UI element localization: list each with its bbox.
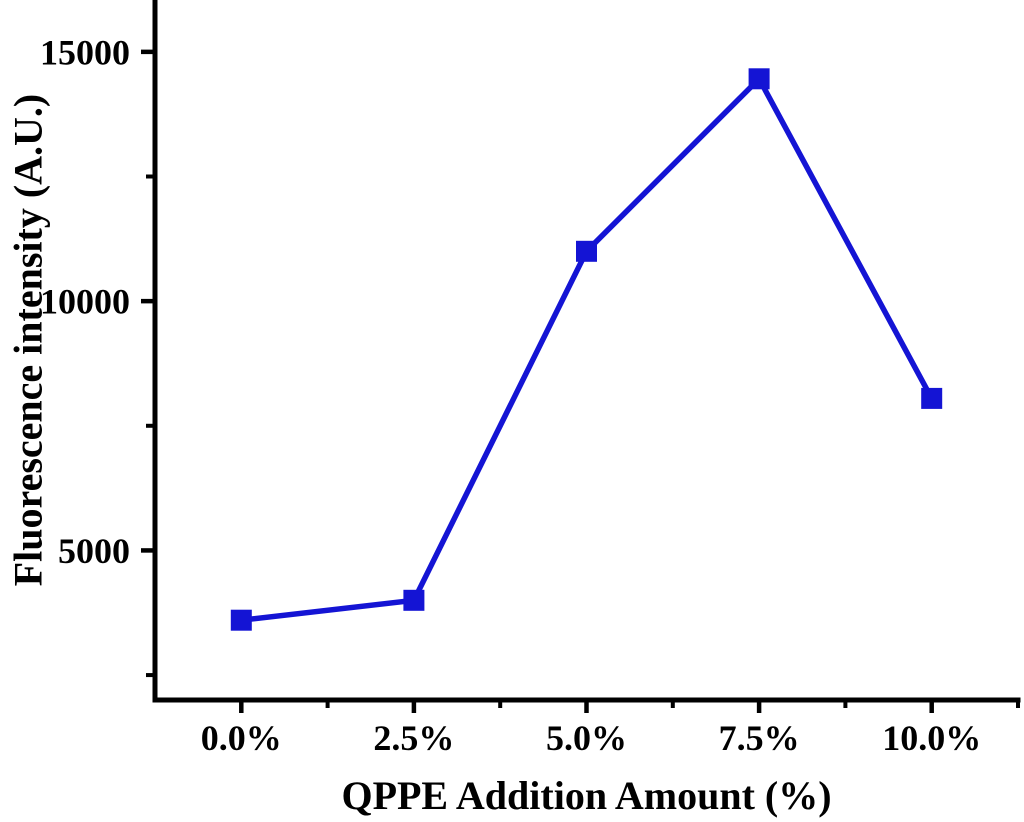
y-axis-title: Fluorescence intensity (A.U.) xyxy=(5,93,51,587)
axes-lines xyxy=(152,0,1021,703)
data-point-marker xyxy=(230,609,252,631)
data-point-marker xyxy=(921,387,943,409)
x-tick-label: 10.0% xyxy=(882,718,981,758)
x-tick-label: 5.0% xyxy=(546,718,627,758)
y-tick-label: 5000 xyxy=(58,531,130,571)
data-point-marker xyxy=(576,240,597,262)
data-point-marker xyxy=(748,68,770,90)
data-point-marker xyxy=(403,589,425,611)
y-tick-label: 10000 xyxy=(40,282,130,322)
y-tick-label: 15000 xyxy=(40,32,130,72)
x-tick-label: 0.0% xyxy=(201,718,282,758)
data-line xyxy=(240,74,935,623)
x-axis-title: QPPE Addition Amount (%) xyxy=(341,773,832,818)
x-tick-label: 2.5% xyxy=(373,718,454,758)
x-tick-label: 7.5% xyxy=(719,718,800,758)
